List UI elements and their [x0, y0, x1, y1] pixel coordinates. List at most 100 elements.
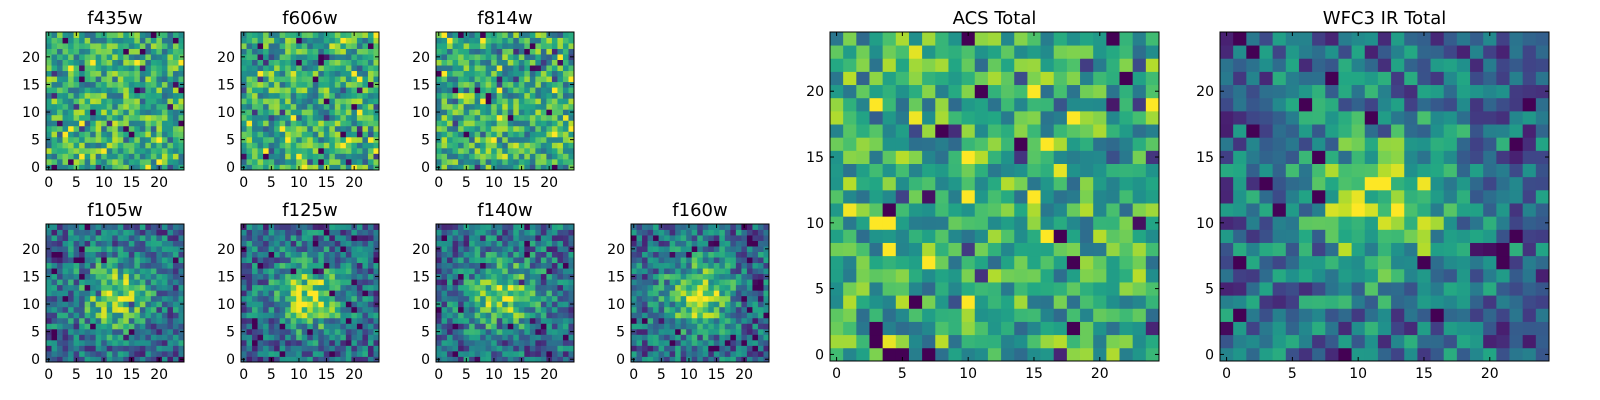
- heatmap-cell: [529, 120, 536, 127]
- heatmap-cell: [746, 246, 753, 252]
- x-tick-label: 5: [462, 367, 471, 383]
- heatmap-cell: [296, 43, 303, 49]
- heatmap-cell: [95, 81, 102, 88]
- heatmap-cell: [334, 229, 341, 236]
- heatmap-cell: [480, 87, 487, 94]
- heatmap-cell: [518, 131, 525, 138]
- heatmap-cell: [653, 290, 659, 297]
- heatmap-cell: [46, 268, 52, 275]
- heatmap-cell: [529, 350, 536, 357]
- heatmap-cell: [631, 334, 637, 341]
- heatmap-cell: [752, 229, 759, 236]
- heatmap-cell: [636, 290, 643, 297]
- heatmap-cell: [935, 203, 949, 217]
- heatmap-cell: [128, 306, 135, 313]
- heatmap-cell: [540, 317, 547, 324]
- heatmap-cell: [513, 251, 520, 258]
- heatmap-cell: [691, 246, 698, 252]
- heatmap-cell: [469, 131, 476, 138]
- heatmap-cell: [441, 312, 448, 319]
- heatmap-cell: [307, 81, 314, 88]
- heatmap-cell: [51, 334, 58, 341]
- heatmap-cell: [636, 301, 643, 308]
- heatmap-cell: [312, 328, 319, 335]
- heatmap-cell: [279, 98, 286, 105]
- heatmap-cell: [150, 273, 157, 280]
- heatmap-cell: [345, 317, 352, 324]
- heatmap-cell: [935, 176, 949, 191]
- heatmap-cell: [436, 37, 442, 44]
- heatmap-cell: [1001, 229, 1015, 243]
- heatmap-cell: [161, 246, 168, 252]
- heatmap-cell: [680, 301, 687, 308]
- heatmap-cell: [51, 323, 58, 330]
- heatmap-cell: [535, 279, 542, 286]
- heatmap-cell: [463, 92, 470, 99]
- heatmap-cell: [882, 334, 897, 349]
- heatmap-cell: [167, 251, 174, 258]
- heatmap-cell: [296, 87, 303, 94]
- heatmap-cell: [647, 306, 654, 313]
- panel-frame: [435, 223, 575, 363]
- heatmap-cell: [496, 87, 503, 94]
- heatmap-cell: [562, 323, 569, 330]
- heatmap-cell: [323, 76, 330, 83]
- heatmap-cell: [741, 262, 748, 269]
- heatmap-cell: [480, 81, 487, 88]
- heatmap-cell: [123, 246, 130, 252]
- heatmap-cell: [167, 334, 174, 341]
- heatmap-cell: [268, 240, 275, 247]
- heatmap-cell: [161, 43, 168, 49]
- heatmap-cell: [252, 356, 258, 363]
- heatmap-cell: [79, 224, 86, 230]
- heatmap-cell: [145, 43, 152, 49]
- heatmap-cell: [323, 312, 330, 319]
- heatmap-cell: [485, 339, 492, 346]
- heatmap-cell: [172, 240, 179, 247]
- heatmap-cell: [948, 268, 962, 283]
- heatmap-cell: [362, 279, 369, 286]
- heatmap-cell: [123, 323, 130, 330]
- heatmap-cell: [279, 125, 286, 132]
- heatmap-cell: [452, 76, 459, 83]
- heatmap-cell: [257, 350, 264, 357]
- heatmap-cell: [752, 235, 759, 241]
- heatmap-cell: [895, 347, 910, 362]
- heatmap-cell: [51, 120, 58, 127]
- heatmap-cell: [252, 345, 258, 352]
- heatmap-cell: [263, 120, 269, 127]
- heatmap-cell: [496, 131, 503, 138]
- heatmap-cell: [257, 339, 264, 346]
- heatmap-cell: [340, 70, 347, 77]
- heatmap-cell: [636, 284, 643, 291]
- heatmap-cell: [1080, 268, 1094, 283]
- heatmap-cell: [312, 59, 319, 66]
- heatmap-cell: [535, 153, 542, 160]
- heatmap-cell: [329, 229, 336, 236]
- heatmap-cell: [441, 142, 448, 149]
- heatmap-cell: [329, 284, 336, 291]
- heatmap-cell: [312, 103, 319, 110]
- heatmap-cell: [491, 147, 498, 154]
- heatmap-cell: [139, 43, 146, 49]
- heatmap-cell: [68, 251, 74, 258]
- heatmap-cell: [463, 37, 470, 44]
- heatmap-cell: [1093, 242, 1107, 257]
- heatmap-cell: [557, 224, 564, 230]
- heatmap-cell: [90, 323, 97, 330]
- heatmap-cell: [513, 301, 520, 308]
- heatmap-cell: [757, 235, 764, 241]
- heatmap-cell: [680, 295, 687, 302]
- heatmap-cell: [922, 203, 936, 217]
- heatmap-cell: [112, 92, 119, 99]
- heatmap-cell: [568, 43, 575, 49]
- heatmap-cell: [274, 224, 281, 230]
- heatmap-cell: [452, 312, 459, 319]
- heatmap-cell: [241, 98, 247, 105]
- heatmap-cell: [948, 282, 962, 296]
- heatmap-cell: [469, 312, 476, 319]
- heatmap-cell: [664, 312, 671, 319]
- heatmap-cell: [252, 262, 258, 269]
- heatmap-cell: [735, 334, 742, 341]
- heatmap-cell: [312, 312, 319, 319]
